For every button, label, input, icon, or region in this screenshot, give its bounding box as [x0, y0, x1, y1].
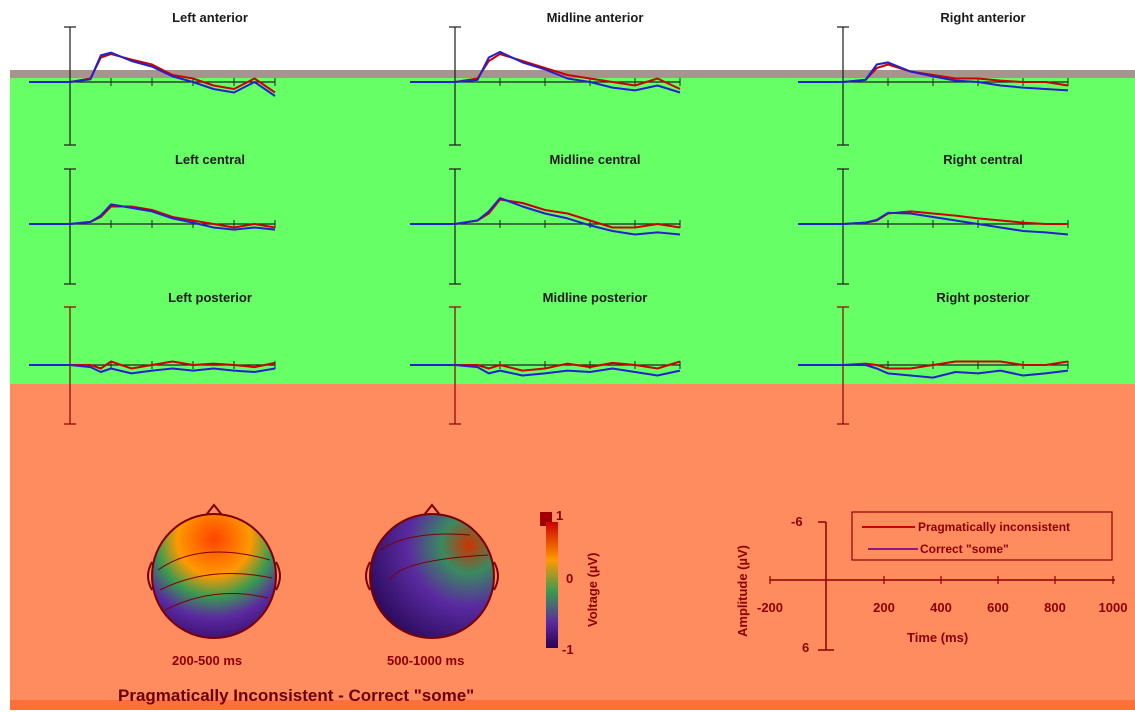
- erp-trace: [798, 61, 1069, 92]
- erp-panels: Left anterior Midline anterior Right anter…: [29, 10, 1069, 425]
- erp-trace: [29, 53, 276, 94]
- difference-title: Pragmatically Inconsistent - Correct "so…: [118, 686, 474, 705]
- axis-legend-x-tick-label: 200: [873, 600, 895, 615]
- topomap-contour-b: [379, 533, 489, 581]
- topomap-ear-left-a: [147, 561, 153, 591]
- erp-trace: [798, 211, 1069, 236]
- axis-legend: -200 200 400 600 800 1000 -6 6 Time (ms) Ampl…: [735, 511, 1127, 655]
- erp-panel: Midline posterior: [410, 290, 681, 425]
- axis-legend-x-tick-label: 600: [987, 600, 1009, 615]
- erp-panel: Midline central: [410, 152, 681, 285]
- topomap-contour-a: [157, 551, 273, 611]
- erp-trace: [410, 364, 681, 377]
- topomap-head-a: [151, 513, 277, 639]
- erp-trace: [798, 360, 1069, 370]
- series-legend-box: [851, 511, 1113, 561]
- topomap-caption-a: 200-500 ms: [172, 653, 242, 668]
- panel-title: Right anterior: [940, 10, 1025, 25]
- erp-trace: [410, 197, 681, 236]
- topomap-caption-b: 500-1000 ms: [387, 653, 464, 668]
- axis-legend-x-tick-label: -200: [757, 600, 783, 615]
- topomap-ear-right-b: [493, 561, 499, 591]
- erp-trace: [798, 364, 1069, 379]
- panel-title: Left anterior: [172, 10, 248, 25]
- erp-panel: Left posterior: [29, 290, 276, 425]
- topomap-nose-a: [205, 503, 223, 516]
- topomap-500-1000: 500-1000 ms: [365, 503, 499, 668]
- topomap-nose-b: [423, 503, 441, 516]
- erp-panel: Right posterior: [798, 290, 1069, 425]
- axis-legend-x-tick-label: 800: [1044, 600, 1066, 615]
- topomap-head-b: [369, 513, 495, 639]
- colorbar-label: Voltage (µV): [585, 553, 600, 627]
- topomap-ear-right-a: [275, 561, 281, 591]
- colorbar-tick-zero: 0: [566, 571, 573, 586]
- erp-trace: [29, 203, 276, 231]
- axis-legend-x-tick-label: 400: [930, 600, 952, 615]
- legend-label-correct: Correct "some": [920, 542, 1009, 556]
- erp-panel: Right anterior: [798, 10, 1069, 146]
- topomap-ear-left-b: [365, 561, 371, 591]
- erp-trace: [29, 360, 276, 370]
- axis-legend-ylabel: Amplitude (µV): [735, 545, 750, 637]
- legend-label-inconsistent: Pragmatically inconsistent: [918, 520, 1070, 534]
- colorbar-scale: [546, 522, 558, 648]
- topomap-200-500: 200-500 ms: [147, 503, 281, 668]
- central-background-band: [10, 78, 1135, 384]
- panel-title: Midline posterior: [543, 290, 648, 305]
- erp-panel: Left anterior: [29, 10, 276, 146]
- colorbar-tick-max: 1: [556, 508, 563, 523]
- axis-legend-xlabel: Time (ms): [907, 630, 968, 645]
- footer-band: [10, 700, 1135, 710]
- erp-trace: [29, 51, 276, 97]
- panel-title: Midline central: [549, 152, 640, 167]
- erp-trace: [410, 50, 681, 94]
- erp-panel: Right central: [798, 152, 1069, 285]
- colorbar-tick-min: -1: [562, 642, 574, 657]
- panel-title: Left central: [175, 152, 245, 167]
- voltage-colorbar: 1 0 -1 Voltage (µV): [540, 508, 600, 657]
- axis-legend-y-top-label: -6: [791, 514, 803, 529]
- erp-trace: [29, 364, 276, 375]
- panel-title: Left posterior: [168, 290, 252, 305]
- panel-title: Midline anterior: [547, 10, 644, 25]
- erp-panel: Left central: [29, 152, 276, 285]
- erp-panel: Midline anterior: [410, 10, 681, 146]
- axis-legend-x-tick-label: 1000: [1099, 600, 1128, 615]
- erp-trace: [410, 360, 681, 372]
- panel-title: Right central: [943, 152, 1022, 167]
- axis-legend-x-ticks: -200 200 400 600 800 1000: [757, 576, 1127, 615]
- axis-legend-y-bottom-label: 6: [802, 640, 809, 655]
- panel-title: Right posterior: [936, 290, 1029, 305]
